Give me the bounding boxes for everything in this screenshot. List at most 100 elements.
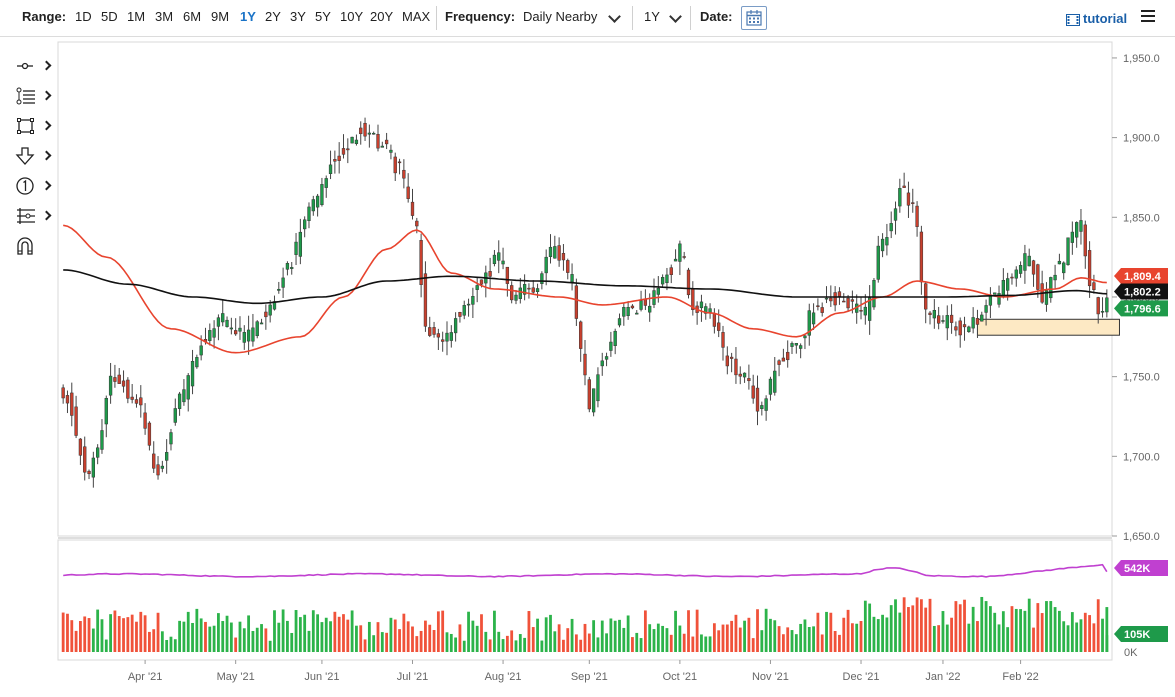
volume-bar (333, 611, 337, 652)
volume-bar (247, 615, 251, 652)
measure-tool-icon[interactable] (15, 206, 55, 230)
volume-bar (70, 620, 74, 652)
candle (251, 313, 255, 347)
candle (993, 292, 997, 295)
fibonacci-tool-icon[interactable] (15, 86, 55, 110)
volume-bar (786, 627, 790, 652)
candle-body (708, 308, 712, 313)
candle-body (656, 287, 660, 295)
volume-bar (402, 613, 406, 652)
arrow-down-tool-icon[interactable] (15, 146, 55, 170)
volume-bar (902, 597, 906, 652)
candle (410, 188, 415, 220)
candle-body (462, 305, 466, 316)
volume-bar (911, 605, 915, 652)
candle-body (760, 405, 764, 409)
range-6m[interactable]: 6M (183, 9, 202, 24)
calendar-icon[interactable] (741, 6, 767, 30)
volume-bar (889, 605, 893, 652)
range-max[interactable]: MAX (402, 9, 431, 24)
volume-bar (510, 630, 514, 652)
frequency-select[interactable]: Daily Nearby (523, 9, 598, 24)
candle-body (786, 351, 790, 361)
ma-slow-badge-bg (1114, 283, 1168, 300)
range-1y[interactable]: 1Y (240, 9, 256, 24)
magnet-icon[interactable] (15, 236, 55, 260)
range-3m[interactable]: 3M (155, 9, 174, 24)
volume-bar (135, 621, 138, 652)
candle (1092, 274, 1096, 294)
candle-body (466, 303, 471, 306)
candle (402, 159, 406, 189)
candle (906, 181, 911, 218)
volume-bar (419, 630, 423, 652)
volume-bar (143, 615, 147, 652)
volume-bar (428, 624, 432, 652)
volume-bar (458, 624, 462, 652)
candle-body (742, 372, 747, 378)
candle-body (1001, 280, 1005, 298)
candle-body (177, 393, 182, 409)
volume-bar (687, 610, 690, 652)
candle-body (251, 327, 255, 342)
range-5y[interactable]: 5Y (315, 9, 331, 24)
volume-bar (268, 640, 272, 652)
volume-bar (859, 621, 863, 652)
candle-body (604, 356, 609, 360)
range-5d[interactable]: 5D (101, 9, 118, 24)
range-1m[interactable]: 1M (127, 9, 146, 24)
range-3y[interactable]: 3Y (290, 9, 306, 24)
candle-body (1027, 255, 1031, 267)
range-9m[interactable]: 9M (211, 9, 230, 24)
candle (587, 376, 591, 413)
volume-bar (514, 640, 518, 652)
tutorial-link[interactable]: tutorial (1083, 11, 1128, 26)
candle (635, 310, 639, 315)
candle (872, 278, 876, 310)
range-20y[interactable]: 20Y (370, 9, 394, 24)
candle-body (229, 327, 234, 330)
candle-body (535, 288, 540, 292)
range-1d[interactable]: 1D (75, 9, 92, 24)
candle-body (225, 319, 229, 327)
hamburger-menu-icon[interactable] (1141, 10, 1155, 24)
crosshair-tool-icon[interactable] (15, 56, 55, 80)
volume-bar (294, 610, 298, 652)
candle (169, 428, 173, 451)
candle (859, 297, 863, 320)
period-select[interactable]: 1Y (644, 9, 660, 24)
candle-body (277, 288, 281, 291)
range-10y[interactable]: 10Y (340, 9, 364, 24)
rectangle-tool-icon[interactable] (15, 116, 55, 140)
candle (488, 257, 492, 289)
range-2y[interactable]: 2Y (265, 9, 281, 24)
candle-body (234, 330, 238, 335)
volume-bar (242, 628, 246, 652)
volume-bar (958, 604, 962, 652)
volume-bar (907, 607, 910, 652)
volume-bar (993, 612, 997, 652)
counter-tool-icon[interactable] (15, 176, 55, 200)
candle (941, 315, 945, 324)
candle-body (195, 357, 199, 368)
candle-body (96, 447, 100, 458)
candle (505, 266, 510, 297)
candle-body (635, 312, 639, 315)
candle (359, 121, 363, 145)
candle (522, 274, 527, 301)
candle (372, 131, 376, 135)
volume-bar (863, 600, 867, 652)
candle-body (376, 133, 380, 149)
candle-body (811, 312, 816, 325)
candle (147, 421, 152, 451)
candle (803, 334, 807, 350)
volume-bar (613, 620, 617, 652)
y-tick-label: 1,750.0 (1123, 372, 1160, 384)
film-icon[interactable] (1066, 13, 1080, 26)
volume-bar (941, 611, 945, 652)
candle-body (609, 341, 613, 351)
candle-body (725, 355, 729, 367)
candle-body (613, 330, 617, 346)
candle (557, 237, 561, 267)
